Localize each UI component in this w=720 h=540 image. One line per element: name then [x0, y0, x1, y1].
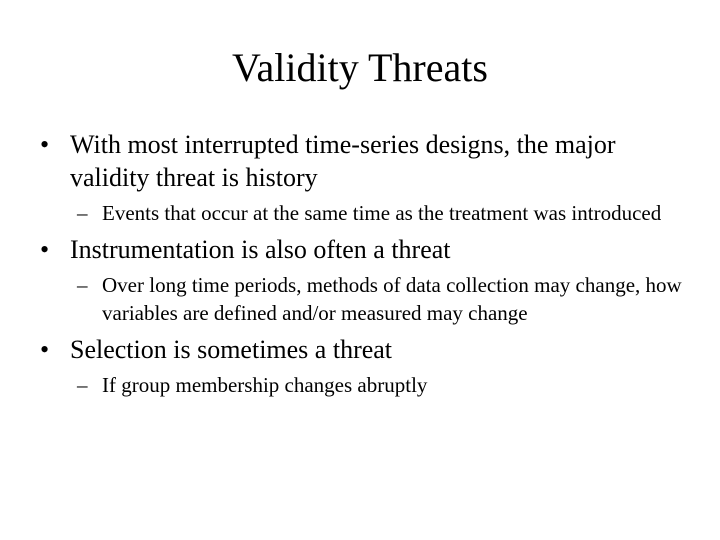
sub-point: – Over long time periods, methods of dat… [0, 271, 720, 327]
sub-point-text: Events that occur at the same time as th… [102, 201, 662, 225]
bullet-text: With most interrupted time-series design… [70, 130, 616, 192]
bullet-icon: • [40, 130, 50, 159]
sub-point: – If group membership changes abruptly [0, 371, 720, 399]
bullet-icon: • [40, 335, 50, 364]
dash-icon: – [77, 201, 88, 225]
bullet-text: Instrumentation is also often a threat [70, 235, 451, 264]
slide-content: • With most interrupted time-series desi… [0, 128, 720, 399]
bullet-point: • Selection is sometimes a threat [0, 333, 720, 366]
bullet-icon: • [40, 235, 50, 264]
dash-icon: – [77, 273, 88, 297]
bullet-text: Selection is sometimes a threat [70, 335, 393, 364]
dash-icon: – [77, 373, 88, 397]
bullet-point: • Instrumentation is also often a threat [0, 233, 720, 266]
sub-point-text: If group membership changes abruptly [102, 373, 428, 397]
bullet-point: • With most interrupted time-series desi… [0, 128, 720, 194]
sub-point: – Events that occur at the same time as … [0, 199, 720, 227]
slide-title: Validity Threats [232, 45, 488, 90]
sub-point-text: Over long time periods, methods of data … [102, 273, 682, 325]
